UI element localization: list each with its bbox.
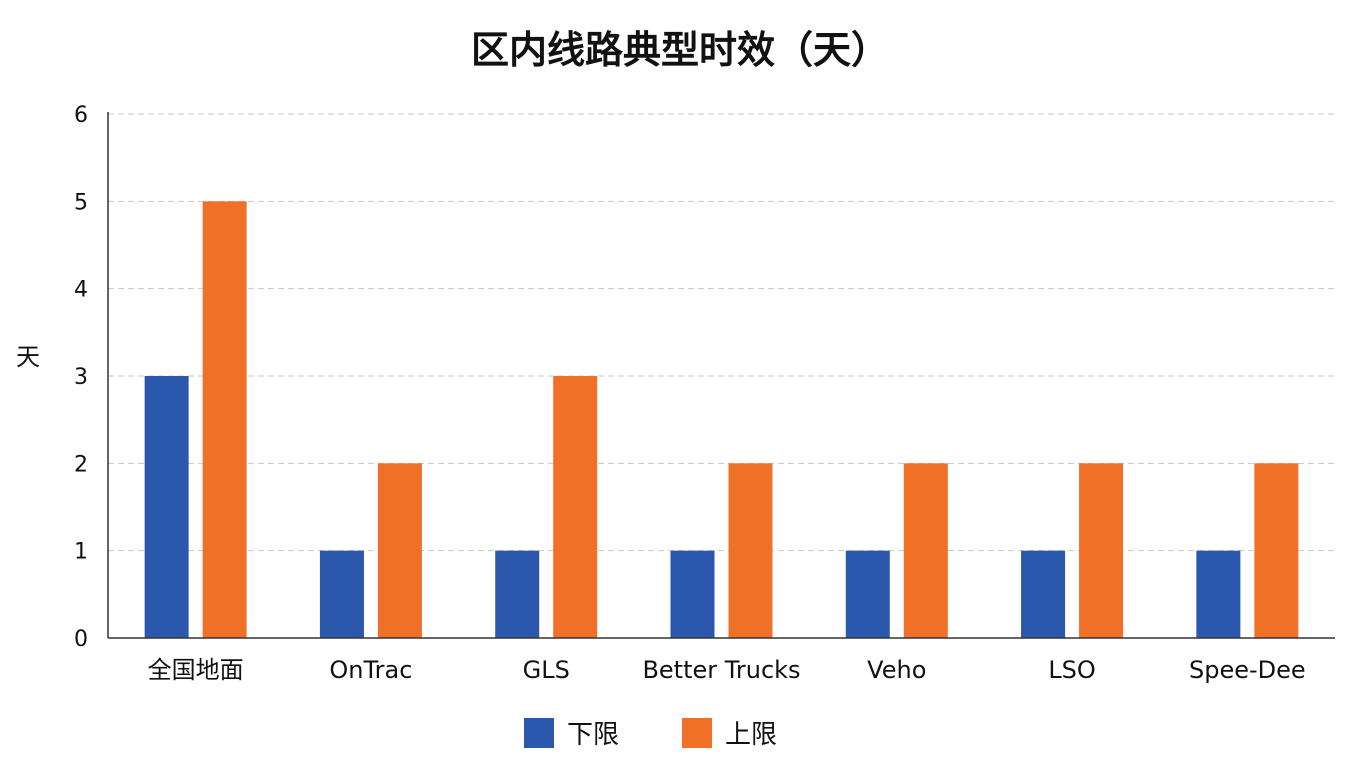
legend-swatch (524, 718, 554, 748)
x-category-label: LSO (1048, 656, 1096, 684)
x-category-label: Veho (867, 656, 926, 684)
y-tick-label: 0 (74, 627, 88, 652)
bar-lower (495, 550, 540, 638)
bars-layer (144, 201, 1299, 639)
bar-lower (1021, 550, 1066, 638)
y-tick-label: 6 (74, 103, 88, 128)
y-tick-label: 3 (74, 365, 88, 390)
bar-lower (845, 550, 890, 638)
legend-label: 下限 (567, 720, 619, 750)
x-category-label: Better Trucks (642, 656, 800, 684)
y-tick-label: 4 (74, 278, 88, 303)
bar-upper (728, 463, 773, 638)
bar-upper (377, 463, 422, 638)
x-category-label: 全国地面 (148, 656, 244, 684)
labels-layer: 0 1 2 3 4 5 6 全国地面 OnTrac GLS Better Trucks Veho LSO… (74, 103, 1306, 684)
y-tick-label: 1 (74, 540, 88, 565)
legend-label: 上限 (725, 720, 777, 750)
x-category-label: OnTrac (329, 656, 412, 684)
axes-layer (107, 112, 1335, 639)
bar-upper (903, 463, 948, 638)
y-axis-title: 天 (16, 343, 40, 371)
legend-swatch (682, 718, 712, 748)
grid-layer (108, 113, 1335, 552)
bar-lower (144, 376, 189, 638)
bar-upper (1254, 463, 1299, 638)
x-category-label: GLS (523, 656, 570, 684)
x-category-label: Spee-Dee (1189, 656, 1306, 684)
bar-upper (1079, 463, 1124, 638)
bar-lower (1196, 550, 1241, 638)
bar-lower (319, 550, 364, 638)
bar-upper (202, 201, 247, 639)
y-tick-label: 5 (74, 190, 88, 215)
legend: 下限 上限 (524, 718, 777, 750)
bar-upper (553, 376, 598, 638)
chart-title: 区内线路典型时效（天） (471, 28, 889, 72)
bar-lower (670, 550, 715, 638)
y-tick-label: 2 (74, 452, 88, 477)
